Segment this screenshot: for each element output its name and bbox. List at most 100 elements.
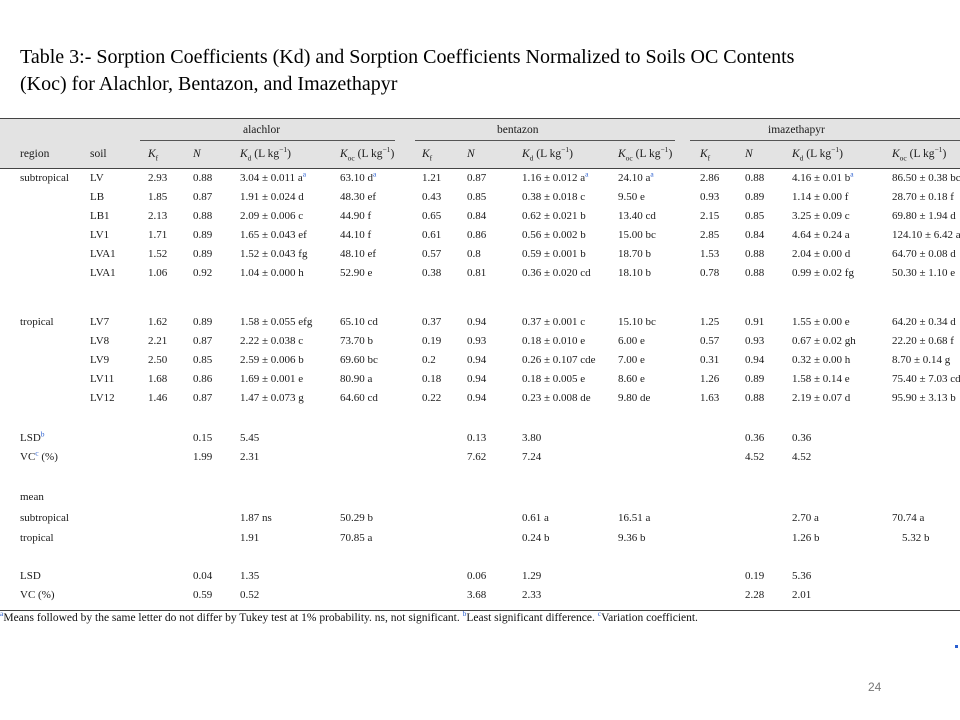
col-header-n-bentazon: N [467, 148, 475, 161]
cell-value: 0.2 [422, 354, 436, 366]
table-cell: 24.10 aa [618, 169, 654, 185]
cell-value: 0.36 ± 0.020 cd [522, 267, 591, 279]
table-cell: 75.40 ± 7.03 cd [892, 373, 960, 386]
table-cell: 22.20 ± 0.68 f [892, 335, 954, 348]
mean-tropical-value: 0.24 b [522, 532, 550, 544]
mean-tropical-value: 5.32 b [902, 532, 930, 544]
table-cell: 6.00 e [618, 335, 645, 348]
koc-subscript: oc [347, 153, 355, 163]
col-header-kd-alachlor: Kd (L kg−1) [240, 146, 291, 162]
table-cell: 0.26 ± 0.107 cde [522, 354, 596, 367]
mean-subtropical-value: 16.51 a [618, 512, 651, 524]
cell-value: 0.87 [193, 335, 213, 347]
table-cell: 44.90 f [340, 210, 371, 223]
table-cell: 64.70 ± 0.08 d [892, 248, 956, 261]
caption-line-1: Table 3:- Sorption Coefficients (Kd) and… [20, 46, 795, 68]
kd-symbol: K [522, 148, 530, 160]
lsd-value: 0.36 [745, 432, 765, 444]
footnote-marker-c: c [597, 609, 602, 619]
table-cell: 2.21 [148, 335, 167, 348]
cell-superscript: a [373, 169, 377, 179]
table-cell: 2.13 [148, 210, 167, 223]
cell-value: 1.71 [148, 229, 168, 241]
cell-value: 64.70 ± 0.08 d [892, 248, 956, 260]
cell-value: 2.13 [148, 210, 168, 222]
table-cell: 0.89 [745, 373, 764, 386]
col-header-kd-bentazon: Kd (L kg−1) [522, 146, 573, 162]
table-cell: 1.85 [148, 191, 167, 204]
cell-value: 1.62 [148, 316, 168, 328]
vc-value: 4.52 [792, 451, 812, 463]
kd-unit-close: ) [839, 148, 843, 160]
table-cell: 0.57 [422, 248, 441, 261]
cell-value: 22.20 ± 0.68 f [892, 335, 954, 347]
table-cell: 73.70 b [340, 335, 373, 348]
lsd-value: 0.15 [193, 432, 213, 444]
cell-value: 2.85 [700, 229, 720, 241]
table-cell: 0.94 [467, 316, 486, 329]
cell-value: 0.86 [467, 229, 487, 241]
cell-value: 1.58 ± 0.055 efg [240, 316, 313, 328]
cell-value: LV11 [90, 373, 115, 385]
cell-value: 0.88 [193, 210, 213, 222]
table-cell: 1.63 [700, 392, 719, 405]
table-cell: 0.89 [193, 229, 212, 242]
cell-value: LV [90, 172, 104, 184]
kf-symbol: K [148, 148, 156, 160]
vc-text: VC [20, 451, 36, 463]
table-cell: 0.88 [745, 248, 764, 261]
cell-value: 0.93 [745, 335, 765, 347]
cell-value: 1.58 ± 0.14 e [792, 373, 850, 385]
table-cell: 1.14 ± 0.00 f [792, 191, 848, 204]
table-cell: LV [90, 172, 104, 185]
cell-value: 4.16 ± 0.01 b [792, 172, 851, 184]
table-cell: 0.38 ± 0.018 c [522, 191, 585, 204]
table-cell: 86.50 ± 0.38 bc [892, 172, 960, 185]
table-cell: 0.85 [745, 210, 764, 223]
table-cell: 50.30 ± 1.10 e [892, 267, 955, 280]
footnote-text-b: Least significant difference. [466, 612, 598, 624]
table-cell: 4.64 ± 0.24 a [792, 229, 850, 242]
cell-value: 9.50 e [618, 191, 645, 203]
cell-value: 0.78 [700, 267, 720, 279]
group-rule-alachlor [140, 140, 395, 141]
table-cell: 1.65 ± 0.043 ef [240, 229, 307, 242]
table-cell: 28.70 ± 0.18 f [892, 191, 954, 204]
kf-subscript: f [707, 153, 711, 163]
vc-value: 7.62 [467, 451, 487, 463]
final-lsd-label: LSD [20, 570, 41, 582]
col-header-n-imazethapyr: N [745, 148, 753, 161]
cell-value: 0.65 [422, 210, 442, 222]
cell-value: 64.20 ± 0.34 d [892, 316, 956, 328]
cell-value: 2.86 [700, 172, 720, 184]
cell-superscript: a [850, 169, 854, 179]
cell-value: 2.59 ± 0.006 b [240, 354, 304, 366]
final-vc-value: 0.52 [240, 589, 260, 601]
table-cell: 1.04 ± 0.000 h [240, 267, 304, 280]
cell-value: LV12 [90, 392, 115, 404]
cell-value: 15.00 bc [618, 229, 656, 241]
table-caption: Table 3:- Sorption Coefficients (Kd) and… [20, 44, 950, 98]
kd-subscript: d [799, 153, 804, 163]
sorption-table: alachlor bentazon imazethapyr region soil Kf N… [0, 118, 960, 634]
kf-subscript: f [155, 153, 159, 163]
table-cell: 0.57 [700, 335, 719, 348]
table-footnote: aMeans followed by the same letter do no… [0, 609, 698, 624]
table-cell: 0.87 [193, 191, 212, 204]
cell-value: 0.89 [193, 248, 213, 260]
cell-value: 0.89 [745, 191, 765, 203]
vc-value: 1.99 [193, 451, 213, 463]
lsd-label: LSDb [20, 430, 45, 445]
lsd-value: 0.36 [792, 432, 812, 444]
table-cell: 4.16 ± 0.01 ba [792, 169, 854, 185]
cell-value: 2.15 [700, 210, 720, 222]
table-header-band [0, 118, 960, 168]
table-cell: 1.46 [148, 392, 167, 405]
koc-unit: (L kg [906, 148, 935, 160]
cell-superscript: a [650, 169, 654, 179]
final-lsd-value: 1.29 [522, 570, 542, 582]
mean-label: mean [20, 491, 44, 503]
cell-value: 0.91 [745, 316, 765, 328]
cell-value: 0.93 [467, 335, 487, 347]
cell-value: 0.94 [467, 354, 487, 366]
